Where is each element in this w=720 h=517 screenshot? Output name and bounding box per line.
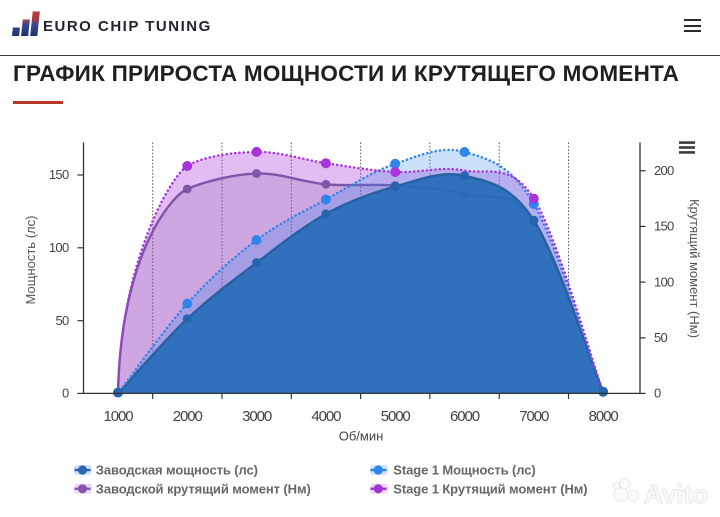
svg-text:200: 200 <box>654 163 674 178</box>
svg-text:Заводская мощность (лс): Заводская мощность (лс) <box>96 463 258 478</box>
svg-text:150: 150 <box>49 167 69 182</box>
svg-text:100: 100 <box>49 240 69 255</box>
svg-text:6000: 6000 <box>450 408 480 425</box>
svg-text:Об/мин: Об/мин <box>339 429 384 444</box>
svg-text:5000: 5000 <box>381 408 411 425</box>
svg-text:150: 150 <box>654 219 674 234</box>
svg-text:Stage 1 Мощность (лс): Stage 1 Мощность (лс) <box>393 463 535 478</box>
svg-text:50: 50 <box>55 313 69 328</box>
svg-text:100: 100 <box>654 274 674 289</box>
svg-text:Avito: Avito <box>644 479 708 509</box>
svg-text:Stage 1 Крутящий момент (Нм): Stage 1 Крутящий момент (Нм) <box>393 481 587 496</box>
svg-text:2000: 2000 <box>173 408 203 425</box>
svg-text:1000: 1000 <box>104 408 134 425</box>
svg-text:Заводской крутящий момент (Нм): Заводской крутящий момент (Нм) <box>96 481 311 496</box>
svg-text:3000: 3000 <box>242 408 272 425</box>
svg-text:0: 0 <box>62 386 69 401</box>
svg-text:7000: 7000 <box>519 408 549 425</box>
svg-text:Мощность (лс): Мощность (лс) <box>23 216 38 305</box>
svg-text:4000: 4000 <box>311 408 341 425</box>
svg-text:0: 0 <box>654 386 661 401</box>
svg-text:Крутящий момент (Нм): Крутящий момент (Нм) <box>687 199 702 338</box>
svg-text:8000: 8000 <box>589 408 619 425</box>
svg-text:50: 50 <box>654 330 668 345</box>
